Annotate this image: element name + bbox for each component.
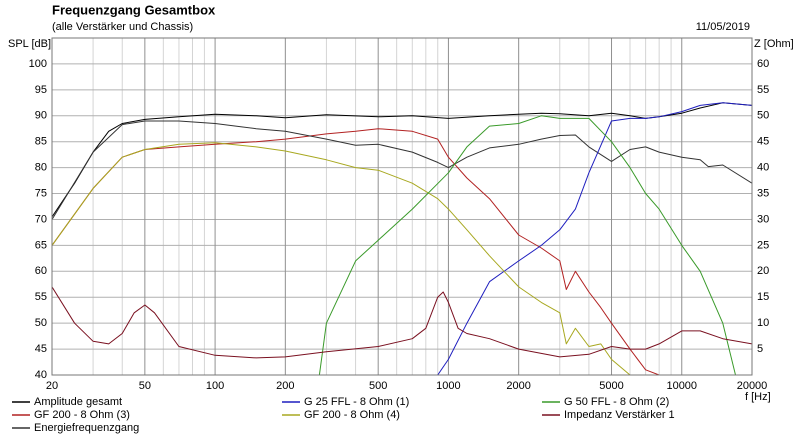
y2-tick-label: 45: [757, 136, 769, 148]
x-tick-label: 1000: [436, 380, 460, 392]
chart-title: Frequenzgang Gesamtbox: [52, 2, 216, 17]
legend-label: GF 200 - 8 Ohm (3): [34, 409, 130, 421]
chart-subtitle: (alle Verstärker und Chassis): [52, 21, 193, 33]
series-line: [52, 286, 752, 359]
x-tick-label: 20: [46, 380, 58, 392]
y-tick-label: 40: [35, 369, 47, 381]
x-tick-label: 10000: [666, 380, 697, 392]
y-tick-label: 50: [35, 317, 47, 329]
x-tick-label: 20000: [737, 380, 768, 392]
series-group: [52, 102, 752, 375]
y-tick-label: 90: [35, 110, 47, 122]
y2-tick-label: 20: [757, 265, 769, 277]
x-tick-label: 5000: [599, 380, 623, 392]
y-tick-label: 100: [29, 58, 47, 70]
y2-tick-label: 40: [757, 162, 769, 174]
y2-tick-label: 30: [757, 213, 769, 225]
plot-frame: [51, 37, 753, 376]
series-line: [52, 115, 752, 375]
y-axis-label: SPL [dB]: [8, 38, 51, 50]
legend-label: Impedanz Verstärker 1: [564, 409, 675, 421]
y-tick-label: 65: [35, 239, 47, 251]
legend-label: Energiefrequenzgang: [34, 422, 139, 434]
y2-tick-label: 55: [757, 84, 769, 96]
series-line: [52, 142, 631, 375]
x-tick-label: 500: [369, 380, 387, 392]
y2-tick-label: 15: [757, 291, 769, 303]
y-tick-label: 55: [35, 291, 47, 303]
series-line: [52, 128, 660, 375]
y2-tick-label: 35: [757, 187, 769, 199]
y-tick-label: 75: [35, 187, 47, 199]
y-tick-label: 95: [35, 84, 47, 96]
y2-tick-label: 60: [757, 58, 769, 70]
y2-tick-label: 25: [757, 239, 769, 251]
y-tick-label: 45: [35, 343, 47, 355]
x-tick-label: 100: [206, 380, 224, 392]
y-tick-label: 85: [35, 136, 47, 148]
x-tick-label: 200: [276, 380, 294, 392]
series-line: [52, 102, 752, 375]
series-line: [52, 120, 752, 220]
date: 11/05/2019: [696, 21, 750, 33]
x-tick-label: 50: [139, 380, 151, 392]
x-tick-label: 2000: [506, 380, 530, 392]
legend-label: G 25 FFL - 8 Ohm (1): [304, 396, 409, 408]
legend-label: GF 200 - 8 Ohm (4): [304, 409, 400, 421]
y2-axis-label: Z [Ohm]: [754, 38, 794, 50]
x-axis-label: f [Hz]: [745, 391, 771, 403]
y2-tick-label: 50: [757, 110, 769, 122]
y2-tick-label: 10: [757, 317, 769, 329]
y2-tick-label: 5: [757, 343, 763, 355]
plot-area: [51, 37, 753, 376]
y-tick-label: 80: [35, 162, 47, 174]
y-tick-label: 70: [35, 213, 47, 225]
legend-label: Amplitude gesamt: [34, 396, 122, 408]
legend-label: G 50 FFL - 8 Ohm (2): [564, 396, 669, 408]
y-tick-label: 60: [35, 265, 47, 277]
